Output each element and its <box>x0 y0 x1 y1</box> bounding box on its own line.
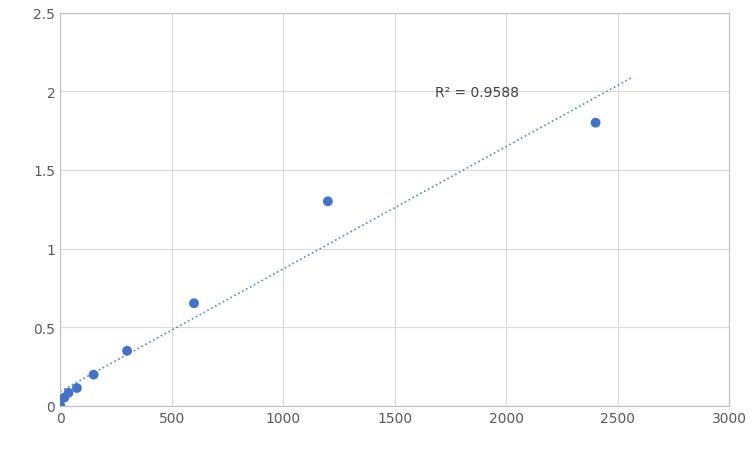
Point <box>71 385 83 392</box>
Point <box>590 120 602 127</box>
Point <box>54 402 66 409</box>
Point <box>322 198 334 206</box>
Point <box>188 300 200 307</box>
Point <box>62 389 74 396</box>
Point <box>87 371 99 378</box>
Point <box>121 347 133 354</box>
Point <box>59 394 71 401</box>
Text: R² = 0.9588: R² = 0.9588 <box>435 86 519 100</box>
